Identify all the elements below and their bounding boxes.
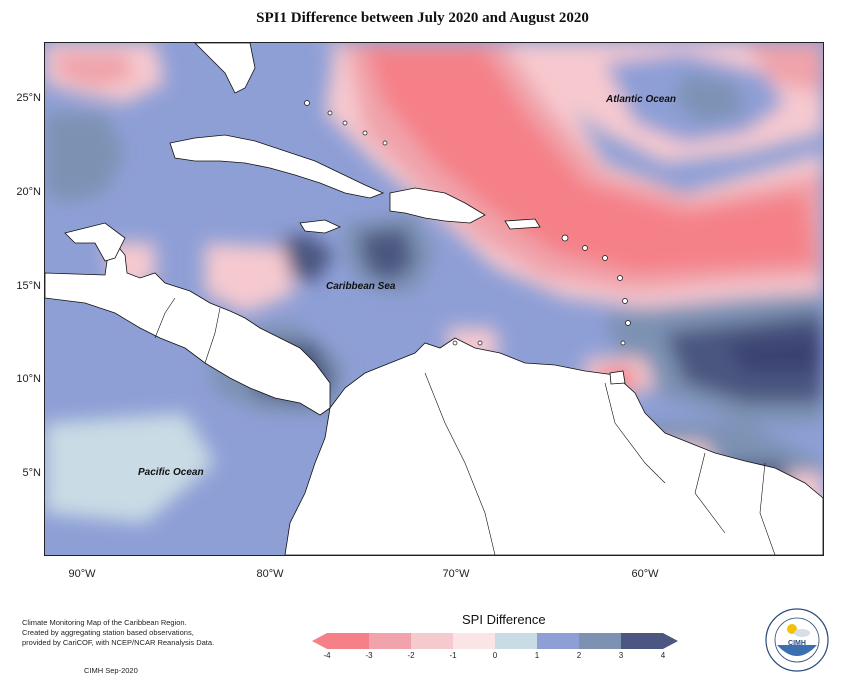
legend-tick-label: -2 <box>407 651 415 660</box>
lon-label-90w: 90°W <box>68 568 96 580</box>
legend-tick-label: 2 <box>576 651 582 660</box>
wave-icon <box>777 645 817 656</box>
lat-label-25n: 25°N <box>16 92 41 104</box>
credits-line-2: Created by aggregating station based obs… <box>22 628 194 637</box>
sun-icon <box>787 624 797 634</box>
legend-swatch <box>537 633 579 649</box>
lat-label-20n: 20°N <box>16 186 41 198</box>
legend-swatch <box>369 633 411 649</box>
atlantic-ocean-label: Atlantic Ocean <box>606 94 677 105</box>
credits-date: CIMH Sep-2020 <box>84 666 138 675</box>
legend-swatch <box>453 633 495 649</box>
logo-name: CIMH <box>788 640 806 647</box>
caribbean-sea-label: Caribbean Sea <box>326 281 396 292</box>
pacific-ocean-label: Pacific Ocean <box>138 467 204 478</box>
legend-arrow-right <box>663 633 678 649</box>
map-title: SPI1 Difference between July 2020 and Au… <box>256 10 589 26</box>
legend-swatch <box>495 633 537 649</box>
legend-tick-label: 1 <box>534 651 540 660</box>
cuba <box>169 134 385 199</box>
lon-label-70w: 70°W <box>442 568 470 580</box>
lat-label-10n: 10°N <box>16 373 41 385</box>
land-masses <box>45 43 823 555</box>
jamaica <box>299 219 342 234</box>
central-america <box>45 242 331 416</box>
map-area <box>44 42 824 556</box>
yucatan <box>64 222 126 262</box>
florida <box>194 43 256 94</box>
lon-label-60w: 60°W <box>631 568 659 580</box>
small-islands <box>304 100 631 346</box>
legend-tick-label: -4 <box>323 651 331 660</box>
legend-tick-label: 0 <box>492 651 498 660</box>
lat-label-5n: 5°N <box>22 467 41 479</box>
credits-line-3: provided by CariCOF, with NCEP/NCAR Rean… <box>22 638 215 647</box>
lon-label-80w: 80°W <box>256 568 284 580</box>
legend-arrow-left <box>312 633 327 649</box>
legend-tick-label: -3 <box>365 651 373 660</box>
legend-colorbar <box>312 633 678 649</box>
south-america <box>284 337 823 555</box>
hispaniola <box>389 187 486 224</box>
spi-difference-map <box>45 43 823 555</box>
legend-swatch <box>411 633 453 649</box>
cimh-logo: CIMH <box>765 608 829 672</box>
legend-swatch <box>579 633 621 649</box>
cloud-icon <box>794 629 810 637</box>
lat-label-15n: 15°N <box>16 280 41 292</box>
credits-line-1: Climate Monitoring Map of the Caribbean … <box>22 618 187 627</box>
legend-tick-label: -1 <box>449 651 457 660</box>
trinidad <box>609 370 626 385</box>
country-borders <box>154 297 776 555</box>
legend-tick-label: 3 <box>618 651 624 660</box>
legend-swatches <box>312 633 678 649</box>
legend-swatch <box>327 633 369 649</box>
legend-tick-label: 4 <box>660 651 666 660</box>
legend-title: SPI Difference <box>462 612 546 627</box>
credits-text: Climate Monitoring Map of the Caribbean … <box>22 618 242 648</box>
legend-swatch <box>621 633 663 649</box>
puerto-rico <box>504 218 541 230</box>
